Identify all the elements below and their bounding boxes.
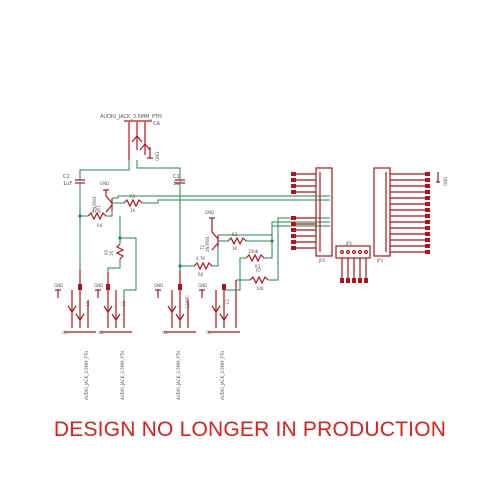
t1-ref: T1 xyxy=(96,205,101,211)
transistor-t1: T1 2N3904 GND xyxy=(92,181,113,213)
r4-value: 4.7K xyxy=(92,209,101,214)
t1-gnd: GND xyxy=(100,181,109,186)
resistor-r3: R3 100K xyxy=(245,249,265,269)
jack1-name: AUDIO_JACK_3.5MM_PTH xyxy=(84,351,89,400)
jp3-label: JP3 xyxy=(376,258,384,263)
resistor-r7: R7 10K xyxy=(249,268,269,291)
header-jp2: JP2 xyxy=(315,167,333,263)
jack1-gnd: GND xyxy=(54,283,63,288)
c1-ref: C1 xyxy=(173,174,180,180)
capacitor-c1: C1 1uF xyxy=(173,174,185,187)
header-jp1: JP1 xyxy=(335,241,371,283)
top-jack-ref: CA xyxy=(153,121,160,127)
jp2-pins xyxy=(291,172,316,250)
jack4-value: L2 xyxy=(225,299,230,304)
c2-ref: C2 xyxy=(63,174,70,180)
jp3-pins: GND xyxy=(390,172,448,254)
bottom-jack-3: GND L2ARC J2 AUDIO_JACK_3.5MM_PTH xyxy=(154,270,196,400)
bottom-jack-4: GND L2 J2 AUDIO_JACK_3.5MM_PTH xyxy=(198,280,240,400)
r4-ref: R4 xyxy=(97,223,103,228)
top-audio-jack: AUDIO_JACK_3.5MM_PTH CA GND xyxy=(100,114,162,161)
header-jp3: JP3 xyxy=(373,167,391,263)
r6-ref: R6 xyxy=(198,272,204,277)
r1-value: 1K xyxy=(130,208,136,213)
resistor-r1: R1 1K xyxy=(123,194,143,213)
r5-ref: R5 xyxy=(104,249,109,255)
r7-ref: R7 xyxy=(256,268,262,273)
jp3-gnd: GND xyxy=(443,177,448,186)
top-jack-gnd: GND xyxy=(155,152,160,161)
jack3-ref: J2 xyxy=(162,330,167,335)
t2-ref: T2 xyxy=(200,245,205,251)
t2-gnd: GND xyxy=(205,210,214,215)
jack2-ref: J1 xyxy=(98,330,103,335)
r3-value: 100K xyxy=(248,249,259,254)
t1-type: 2N3904 xyxy=(92,196,97,212)
c1-value: 1uF xyxy=(173,181,182,187)
jack3-gnd: GND xyxy=(154,283,163,288)
jack2-value: L1 xyxy=(121,301,126,306)
jack2-name: AUDIO_JACK_3.5MM_PTH xyxy=(120,351,125,400)
jack4-gnd: GND xyxy=(198,283,207,288)
jack3-name: AUDIO_JACK_3.5MM_PTH xyxy=(176,351,181,400)
production-status-banner: DESIGN NO LONGER IN PRODUCTION xyxy=(53,418,447,441)
resistor-r6: R6 4.7K xyxy=(193,256,213,277)
bottom-jack-2: GND L1 J1 AUDIO_JACK_3.5MM_PTH xyxy=(94,272,132,400)
jack3-value: L2ARC xyxy=(185,295,190,308)
transistor-t2: T2 2N3904 GND xyxy=(200,210,219,252)
jack2-gnd: GND xyxy=(94,283,103,288)
r6-value: 4.7K xyxy=(196,256,205,261)
jp2-label: JP2 xyxy=(318,258,326,263)
jack4-ref: J2 xyxy=(206,330,211,335)
capacitor-c2: C2 1uF xyxy=(63,174,85,187)
jack4-name: AUDIO_JACK_3.5MM_PTH xyxy=(220,351,225,400)
resistor-r5: R5 1K xyxy=(104,243,125,260)
t2-type: 2N3904 xyxy=(205,236,210,252)
resistor-r4: R4 4.7K xyxy=(87,209,107,228)
bottom-jack-1: GND L1 J1 AUDIO_JACK_3.5MM_PTH xyxy=(54,270,96,400)
jack1-ref: J1 xyxy=(62,330,67,335)
c2-value: 1uF xyxy=(63,181,72,187)
r5-value: 1K xyxy=(109,250,114,256)
r2-value: 1K xyxy=(232,246,238,251)
jp1-label: JP1 xyxy=(345,241,353,246)
r3-ref: R3 xyxy=(255,264,261,269)
top-jack-name: AUDIO_JACK_3.5MM_PTH xyxy=(100,114,162,120)
jack1-value: L1 xyxy=(85,301,90,306)
r7-value: 10K xyxy=(256,286,264,291)
